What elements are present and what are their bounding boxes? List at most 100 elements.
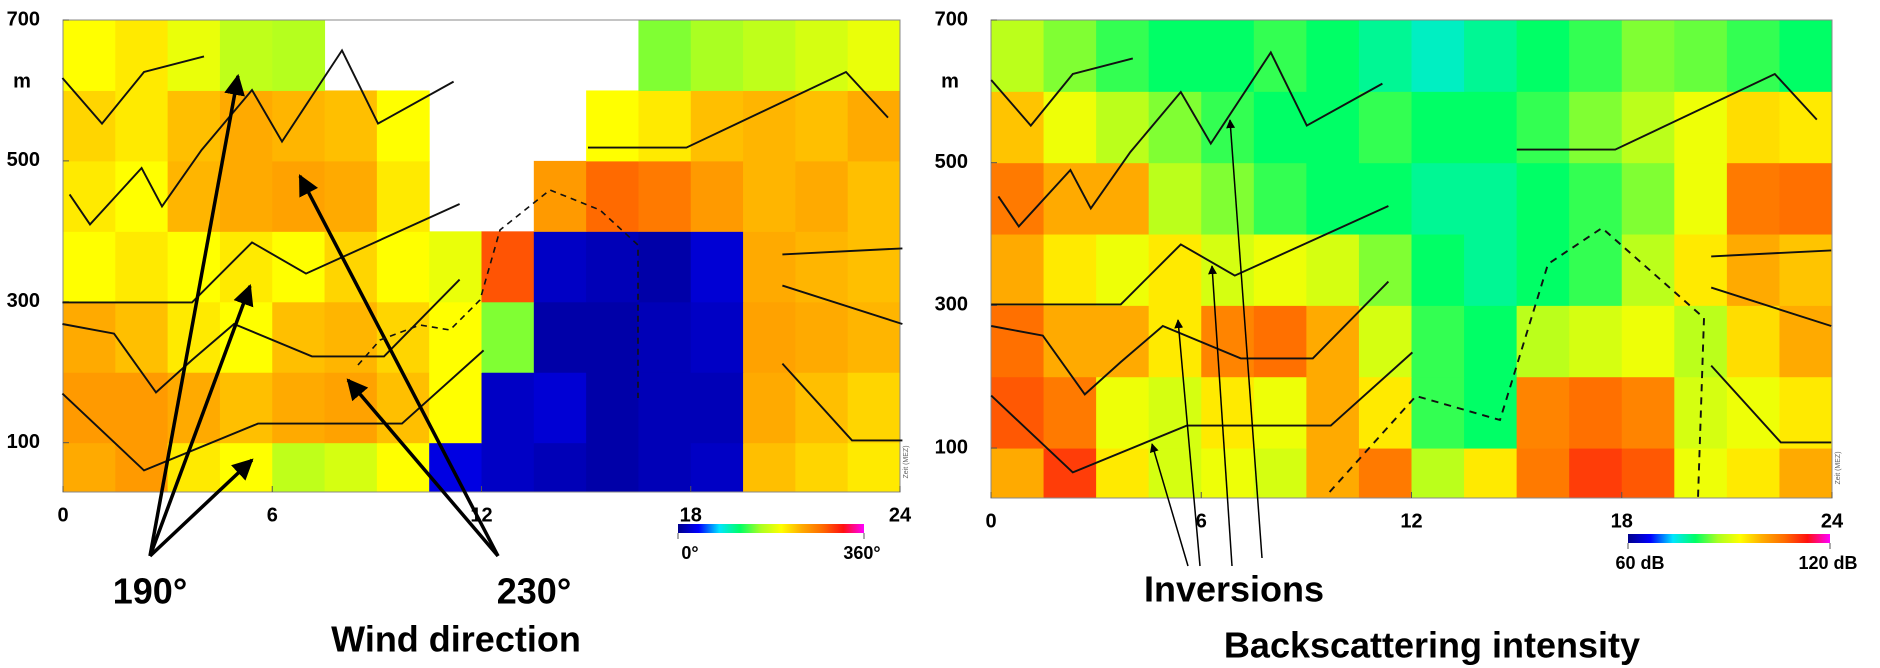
heat-cell — [1043, 91, 1097, 164]
x-axis-label: Zeit (MEZ) — [903, 445, 910, 478]
heat-cell — [586, 231, 639, 303]
heat-cell — [847, 372, 901, 444]
heat-cell — [1621, 91, 1675, 164]
heat-cell — [324, 301, 378, 373]
heat-cell — [1674, 162, 1728, 235]
heat-cell — [115, 231, 169, 303]
heat-cell — [219, 20, 273, 91]
heat-cell — [481, 442, 535, 493]
heat-cell — [1096, 91, 1150, 164]
heat-cell — [991, 234, 1045, 306]
heat-cell — [638, 372, 692, 444]
heat-cell — [1569, 20, 1623, 92]
heat-cell — [1096, 234, 1150, 306]
heat-cell — [1464, 91, 1518, 164]
heat-cell — [1779, 234, 1833, 306]
heat-cell — [743, 301, 796, 373]
heat-cell — [1464, 162, 1518, 235]
heat-cell — [1779, 162, 1833, 235]
heat-cell — [1464, 20, 1518, 92]
colorbar — [1628, 534, 1830, 543]
heat-cell — [1096, 376, 1150, 449]
heat-cell — [847, 231, 901, 303]
heat-cell — [1148, 305, 1202, 378]
heat-cell — [743, 20, 796, 91]
heat-cell — [795, 442, 849, 493]
heat-cell — [1674, 234, 1728, 306]
heat-cell — [1779, 376, 1833, 449]
heat-cell — [1096, 305, 1150, 378]
heat-cell — [1674, 91, 1728, 164]
heat-cell — [586, 90, 639, 162]
heat-cell — [586, 442, 639, 493]
heat-cell — [1306, 91, 1360, 164]
heat-cell — [1726, 234, 1780, 306]
heat-cell — [743, 90, 796, 162]
heat-cell — [1464, 234, 1518, 306]
heat-cell — [63, 20, 116, 91]
heat-cell — [1726, 20, 1780, 92]
heat-cell — [1674, 305, 1728, 378]
y-tick-label: 700 — [935, 8, 968, 30]
x-tick-label: 24 — [1821, 510, 1844, 532]
heat-cell — [1358, 448, 1412, 499]
inversion-arrows — [1149, 119, 1263, 567]
heat-cell — [847, 301, 901, 373]
heat-cell — [1201, 448, 1255, 499]
heat-cell — [1201, 376, 1255, 449]
heat-cell — [115, 372, 169, 444]
y-tick-label: 500 — [935, 151, 968, 173]
heat-cell — [1306, 305, 1360, 378]
heat-cell — [1148, 20, 1202, 92]
heat-cell — [1253, 376, 1307, 449]
heat-cell — [1043, 234, 1097, 306]
heat-cell — [63, 442, 116, 493]
heat-cell — [1516, 20, 1570, 92]
heat-cell — [1148, 162, 1202, 235]
heat-cell — [481, 231, 535, 303]
heat-cell — [690, 20, 744, 91]
heat-cell — [1358, 91, 1412, 164]
heat-cell — [1674, 20, 1728, 92]
colorbar-label: 60 dB — [1615, 553, 1664, 573]
heat-cell — [1043, 305, 1097, 378]
colorbar-label: 0° — [681, 543, 698, 563]
heat-cell — [1253, 234, 1307, 306]
heat-cell — [63, 90, 116, 162]
heat-cell — [167, 90, 221, 162]
heat-cell — [1043, 162, 1097, 235]
heat-cell — [1201, 162, 1255, 235]
heat-cell — [991, 305, 1045, 378]
x-tick-label: 6 — [1196, 510, 1207, 532]
heat-cell — [272, 231, 326, 303]
heat-cell — [1516, 448, 1570, 499]
heat-cell — [219, 372, 273, 444]
annotation: Inversions — [1144, 569, 1324, 610]
heat-cell — [167, 20, 221, 91]
heat-cell — [690, 301, 744, 373]
heat-cell — [586, 301, 639, 373]
heat-cell — [1621, 305, 1675, 378]
heat-cell — [638, 301, 692, 373]
heat-cell — [638, 442, 692, 493]
heat-cell — [1621, 376, 1675, 449]
heat-cell — [638, 90, 692, 162]
heat-cell — [1411, 162, 1465, 235]
heat-cell — [795, 160, 849, 232]
heat-cell — [1358, 20, 1412, 92]
heat-cell — [1253, 91, 1307, 164]
heat-cell — [115, 160, 169, 232]
y-tick-label: 100 — [7, 431, 40, 453]
heat-cell — [324, 90, 378, 162]
y-axis-label: m — [13, 70, 31, 92]
heatmaps — [63, 20, 1833, 499]
heat-cell — [1201, 20, 1255, 92]
heat-cell — [1096, 162, 1150, 235]
heat-cell — [795, 301, 849, 373]
heat-cell — [115, 20, 169, 91]
heat-cell — [1411, 305, 1465, 378]
heat-cell — [690, 231, 744, 303]
heat-cell — [1621, 448, 1675, 499]
heat-cell — [1726, 305, 1780, 378]
